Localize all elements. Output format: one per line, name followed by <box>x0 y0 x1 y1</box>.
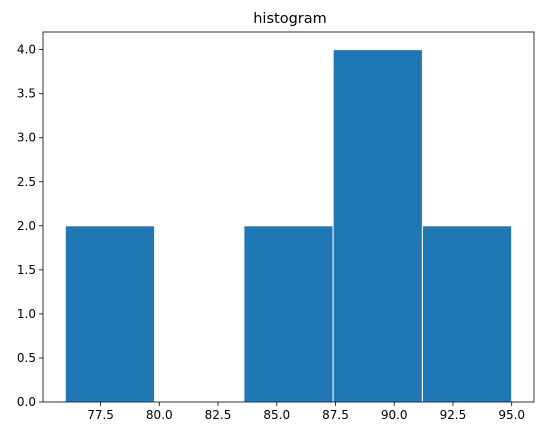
y-tick-label: 3.0 <box>17 131 36 145</box>
y-tick-label: 1.5 <box>17 263 36 277</box>
y-tick-label: 2.0 <box>17 219 36 233</box>
histogram-bar-0 <box>64 225 156 403</box>
histogram-bar-2 <box>243 225 334 403</box>
x-tick-label: 87.5 <box>322 408 349 422</box>
y-tick-label: 1.0 <box>17 307 36 321</box>
y-tick-label: 3.5 <box>17 87 36 101</box>
x-tick-label: 90.0 <box>381 408 408 422</box>
x-tick-label: 95.0 <box>498 408 525 422</box>
y-tick-label: 0.0 <box>17 395 36 409</box>
histogram-bar-3 <box>332 49 423 403</box>
y-tick-label: 0.5 <box>17 351 36 365</box>
x-tick-label: 92.5 <box>440 408 467 422</box>
x-tick-label: 77.5 <box>87 408 114 422</box>
plot-frame <box>42 31 535 403</box>
bars-group <box>64 49 513 403</box>
y-tick-label: 4.0 <box>17 43 36 57</box>
x-tick-label: 85.0 <box>263 408 290 422</box>
y-tick-label: 2.5 <box>17 175 36 189</box>
axes-group: 77.5 80.0 82.5 85.0 87.5 90.0 92.5 95.0 0.0 0.5 1.… <box>17 31 535 422</box>
x-tick-label: 80.0 <box>146 408 173 422</box>
x-tick-label: 82.5 <box>205 408 232 422</box>
histogram-bar-4 <box>421 225 513 403</box>
chart-title: histogram <box>253 11 327 27</box>
